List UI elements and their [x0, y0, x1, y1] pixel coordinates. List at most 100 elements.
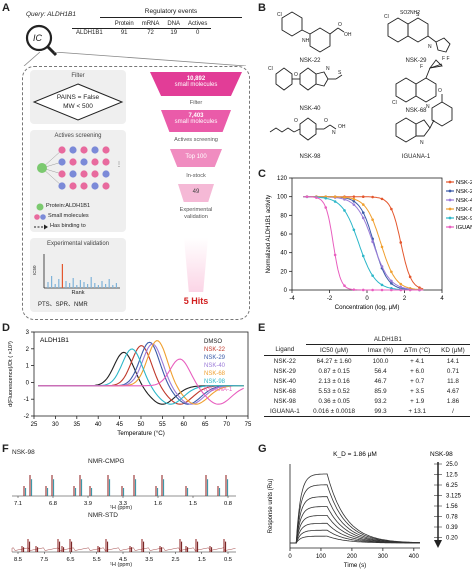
col-protein: Protein	[114, 21, 134, 27]
plot-frame	[291, 177, 443, 291]
x-axis-label: Time (s)	[344, 562, 366, 569]
funnel-count-3: Top 100	[185, 154, 207, 160]
table-cell: + 4.1	[410, 357, 425, 365]
nsk98-ring	[299, 117, 317, 141]
x-tick-label: 0	[365, 296, 369, 302]
data-point	[343, 209, 346, 212]
table-cell: 56.4	[374, 367, 387, 375]
molecule-dot	[91, 182, 99, 190]
molecule-dot	[58, 146, 66, 154]
data-point	[333, 195, 337, 199]
concentration-arrow-icon	[434, 540, 442, 548]
y-tick-label: 0	[284, 288, 288, 294]
data-point	[380, 283, 384, 287]
data-point	[352, 199, 356, 203]
y-tick-label: 80	[280, 213, 287, 219]
data-point	[418, 288, 421, 292]
svg-text:N: N	[332, 130, 336, 136]
panel-label-e: E	[258, 322, 266, 334]
table-cell: NSK-29	[273, 367, 296, 375]
legend-label: IGUANA-1	[204, 387, 233, 393]
ppm-tick-label: 7.5	[40, 557, 48, 563]
svg-text:O: O	[438, 88, 442, 94]
nmr-cpmg-spectrum: 7.1 6.8 3.9 3.3 1.6 1.5 0.8	[12, 475, 236, 507]
x-axis-label: Concentration (log, μM)	[335, 304, 400, 311]
nmr-top-xlabel: ¹H (ppm)	[110, 505, 133, 511]
data-point	[399, 282, 403, 286]
svg-text:N: N	[426, 104, 430, 110]
svg-text:IC: IC	[33, 33, 43, 43]
legend-label: NSK-68	[204, 371, 226, 377]
val-protein: 91	[120, 30, 128, 36]
val-mrna: 72	[147, 30, 154, 36]
data-point	[390, 270, 393, 274]
x-tick-label: 75	[245, 422, 252, 428]
molecule-dot	[80, 170, 88, 178]
molecule-dot	[80, 146, 88, 154]
data-point	[343, 198, 346, 201]
nsk40-ring1	[275, 67, 293, 91]
step-instock: In-stock	[186, 173, 206, 179]
y-tick-label: 3	[26, 330, 30, 336]
val-dna: 19	[170, 30, 178, 36]
panel-label-b: B	[258, 2, 266, 14]
data-point	[352, 195, 356, 198]
panel-label-f: F	[2, 443, 9, 455]
hits-label: 5 Hits	[183, 296, 209, 306]
funnel-count-2: 7,403	[188, 113, 204, 119]
ic50-axis-label: IC50	[32, 265, 37, 275]
molecule-dot	[80, 158, 88, 166]
screening-title: Actives screening	[54, 133, 102, 139]
query-label: Query: ALDH1B1	[26, 11, 76, 18]
concentration-label: 1.56	[446, 504, 458, 510]
legend-label: NSK-22	[204, 347, 226, 353]
row-label: ALDH1B1	[76, 30, 103, 36]
y-axis-label: Normalized ALDH1B1 activity	[266, 195, 272, 273]
table-cell: IGUANA-1	[269, 407, 300, 415]
data-point	[371, 195, 374, 199]
concentration-label: 25.0	[446, 462, 458, 468]
concentration-label: 12.5	[446, 473, 458, 479]
svg-text:Cl: Cl	[384, 14, 389, 20]
data-point	[390, 207, 393, 211]
molecule-dot	[102, 182, 110, 190]
molecule-dot	[69, 170, 77, 178]
table-cell: 0.71	[446, 367, 460, 375]
x-tick-label: 45	[116, 422, 123, 428]
x-tick-label: 55	[159, 422, 166, 428]
step-validation: Experimental validation	[179, 207, 213, 220]
ppm-tick-label: 3.9	[84, 501, 92, 507]
table-row: NSK-22 64.27 ± 1.60 100.0 + 4.1 14.1	[264, 356, 470, 367]
ppm-tick-label: 6.5	[66, 557, 74, 563]
ppm-tick-label: 4.5	[119, 557, 127, 563]
legend-marker	[448, 216, 452, 220]
ppm-tick-label: 5.5	[93, 557, 101, 563]
ppm-tick-label: 7.1	[14, 501, 22, 507]
nsk29-ring1	[387, 17, 409, 43]
table-row: NSK-40 2.13 ± 0.16 46.7 + 0.7 11.8	[264, 376, 470, 386]
legend-marker	[448, 207, 452, 211]
nsk22-ring2	[309, 27, 331, 53]
data-point	[408, 288, 412, 292]
concentration-label: 3.125	[446, 494, 462, 500]
legend-binding: Has binding to	[50, 223, 86, 229]
x-tick-label: 300	[378, 554, 389, 560]
mw-text: MW < 500	[63, 103, 93, 110]
data-point	[399, 288, 403, 292]
nsk29-cyclopentyl	[435, 37, 451, 53]
svg-text:NH: NH	[302, 38, 310, 44]
chart-title: NSK-98	[430, 451, 453, 458]
data-point	[371, 288, 374, 292]
table-cell: 64.27 ± 1.60	[316, 357, 352, 365]
svg-text:N: N	[326, 66, 330, 72]
data-point	[361, 288, 365, 292]
nsk68-cyclopropyl	[428, 59, 443, 69]
data-point	[399, 285, 403, 289]
legend-label: NSK-29	[204, 355, 226, 361]
series-line	[303, 196, 424, 291]
validation-title: Experimental validation	[46, 241, 110, 247]
svg-text:Cl: Cl	[392, 100, 397, 106]
legend-marker	[448, 180, 452, 184]
kd-annotation: K_D = 1.86 μM	[333, 451, 377, 458]
